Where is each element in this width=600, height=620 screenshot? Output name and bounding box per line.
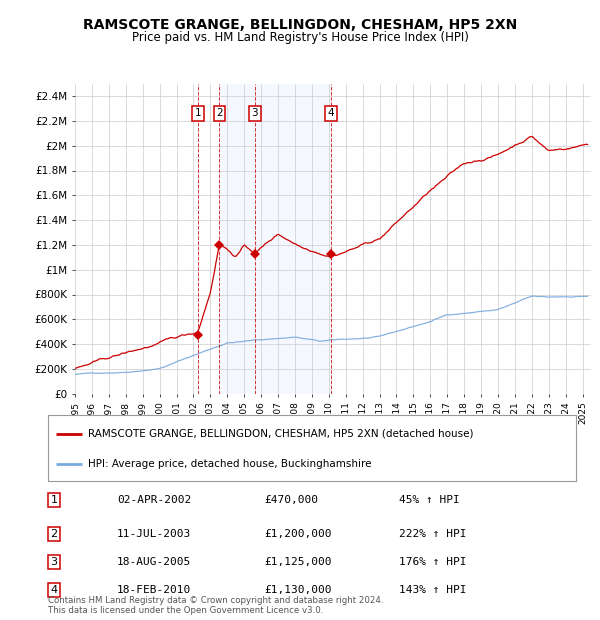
Text: 18-AUG-2005: 18-AUG-2005	[117, 557, 191, 567]
Text: 45% ↑ HPI: 45% ↑ HPI	[399, 495, 460, 505]
Text: 2: 2	[50, 529, 58, 539]
Text: 2: 2	[216, 108, 223, 118]
Text: 3: 3	[50, 557, 58, 567]
Text: Contains HM Land Registry data © Crown copyright and database right 2024.
This d: Contains HM Land Registry data © Crown c…	[48, 596, 383, 615]
Text: 1: 1	[194, 108, 201, 118]
Text: RAMSCOTE GRANGE, BELLINGDON, CHESHAM, HP5 2XN: RAMSCOTE GRANGE, BELLINGDON, CHESHAM, HP…	[83, 18, 517, 32]
Bar	[220, 84, 331, 394]
Text: 11-JUL-2003: 11-JUL-2003	[117, 529, 191, 539]
Text: 02-APR-2002: 02-APR-2002	[117, 495, 191, 505]
Text: £470,000: £470,000	[264, 495, 318, 505]
Text: RAMSCOTE GRANGE, BELLINGDON, CHESHAM, HP5 2XN (detached house): RAMSCOTE GRANGE, BELLINGDON, CHESHAM, HP…	[88, 428, 473, 438]
Text: 1: 1	[50, 495, 58, 505]
Text: 3: 3	[251, 108, 258, 118]
Text: 4: 4	[328, 108, 334, 118]
Text: £1,130,000: £1,130,000	[264, 585, 331, 595]
Text: Price paid vs. HM Land Registry's House Price Index (HPI): Price paid vs. HM Land Registry's House …	[131, 31, 469, 43]
Text: 143% ↑ HPI: 143% ↑ HPI	[399, 585, 467, 595]
Text: HPI: Average price, detached house, Buckinghamshire: HPI: Average price, detached house, Buck…	[88, 459, 371, 469]
Text: £1,200,000: £1,200,000	[264, 529, 331, 539]
Text: £1,125,000: £1,125,000	[264, 557, 331, 567]
Text: 176% ↑ HPI: 176% ↑ HPI	[399, 557, 467, 567]
Text: 18-FEB-2010: 18-FEB-2010	[117, 585, 191, 595]
Text: 222% ↑ HPI: 222% ↑ HPI	[399, 529, 467, 539]
Text: 4: 4	[50, 585, 58, 595]
